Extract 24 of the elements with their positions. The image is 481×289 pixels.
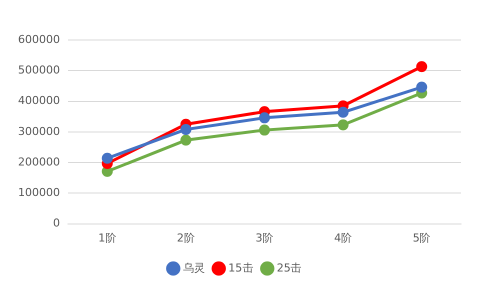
y-tick-label: 300000 (18, 124, 60, 138)
point (416, 82, 428, 93)
point (258, 112, 270, 124)
point (102, 152, 113, 164)
y-tick-label: 200000 (18, 155, 60, 168)
y-tick-label: 0 (52, 216, 60, 230)
x-tick-label: 1阶 (98, 231, 116, 244)
point (258, 124, 270, 136)
point (416, 61, 428, 72)
point (180, 124, 192, 135)
point (180, 134, 192, 146)
point (338, 106, 349, 118)
x-tick-label: 2阶 (176, 231, 195, 244)
y-tick-label: 600000 (18, 32, 60, 46)
legend-label: 乌灵 (182, 261, 205, 274)
y-tick-label: 500000 (18, 63, 60, 76)
point (338, 119, 349, 130)
x-tick-label: 5阶 (412, 231, 431, 244)
y-tick-label: 100000 (18, 186, 60, 200)
legend-label: 15击 (228, 261, 254, 274)
y-tick-label: 400000 (18, 94, 60, 108)
legend-label: 25击 (276, 261, 302, 274)
x-tick-label: 4阶 (334, 231, 352, 244)
x-tick-label: 3阶 (255, 231, 274, 244)
